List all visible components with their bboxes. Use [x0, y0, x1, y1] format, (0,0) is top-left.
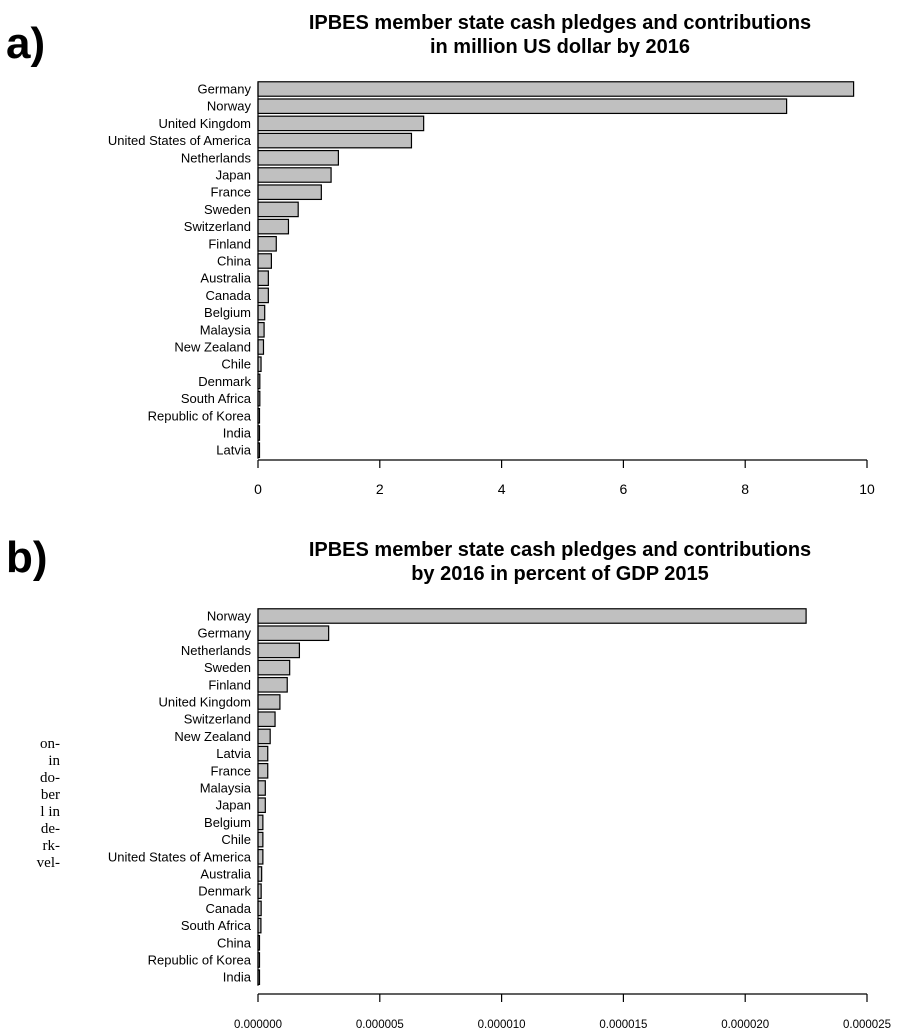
bar-malaysia — [257, 780, 266, 796]
category-label: Japan — [216, 168, 251, 183]
category-label: United Kingdom — [159, 116, 252, 131]
category-label: Germany — [198, 626, 252, 641]
panel-label-b: b) — [6, 533, 48, 582]
bar-germany — [257, 625, 330, 642]
truncated-body-text: on- in do- ber l in de- rk- vel- — [0, 736, 60, 872]
category-label: Denmark — [198, 884, 251, 899]
chart-a-title: IPBES member state cash pledges and cont… — [210, 11, 909, 59]
category-label: New Zealand — [174, 340, 251, 355]
x-tick-label: 10 — [859, 481, 875, 497]
side-text-line: de- — [40, 821, 60, 837]
category-label: China — [217, 254, 252, 269]
category-label: Belgium — [204, 815, 251, 830]
x-tick-label: 0.000000 — [234, 1019, 282, 1031]
category-label: Republic of Korea — [148, 953, 252, 968]
category-label: China — [217, 935, 252, 950]
chart-b-title-line1: IPBES member state cash pledges and cont… — [308, 539, 812, 561]
category-label: Australia — [200, 271, 251, 286]
bar-finland — [257, 676, 288, 693]
category-label: Netherlands — [181, 643, 252, 658]
side-text-line: on- — [40, 736, 60, 752]
x-tick-label: 0.000025 — [843, 1019, 891, 1031]
x-tick-label: 0.000015 — [599, 1019, 647, 1031]
bar-france — [257, 762, 269, 779]
bar-united-kingdom — [257, 694, 281, 710]
category-label: Australia — [200, 867, 251, 882]
category-label: Chile — [221, 357, 251, 372]
category-label: Chile — [221, 832, 251, 847]
category-label: India — [223, 970, 252, 985]
bar-new-zealand — [257, 728, 271, 745]
category-label: Norway — [207, 609, 252, 624]
category-label: Finland — [208, 236, 251, 251]
category-label: Canada — [205, 288, 251, 303]
bar-norway — [257, 608, 807, 624]
category-label: South Africa — [181, 391, 252, 406]
category-label: South Africa — [181, 918, 252, 933]
x-tick-label: 8 — [741, 481, 749, 497]
side-text-line: do- — [40, 770, 60, 786]
category-label: Belgium — [204, 305, 251, 320]
category-label: Malaysia — [200, 781, 252, 796]
bar-united-states-of-america — [257, 848, 264, 865]
chart-a-title-line1: IPBES member state cash pledges and cont… — [308, 12, 812, 34]
side-text-line: rk- — [42, 838, 61, 854]
category-label: India — [223, 426, 252, 441]
category-label: Netherlands — [181, 150, 252, 165]
category-label: Republic of Korea — [148, 408, 252, 423]
bar-latvia — [257, 745, 269, 762]
category-label: United Kingdom — [159, 695, 252, 710]
category-label: Latvia — [216, 443, 251, 458]
category-label: United States of America — [108, 849, 252, 864]
category-label: Norway — [207, 99, 252, 114]
side-text-line: ber — [40, 787, 60, 803]
category-label: New Zealand — [174, 729, 251, 744]
category-label: Latvia — [216, 746, 251, 761]
category-label: Denmark — [198, 374, 251, 389]
category-label: France — [211, 763, 251, 778]
category-label: Canada — [205, 901, 251, 916]
x-tick-label: 0.000005 — [356, 1019, 404, 1031]
bar-chile — [257, 831, 264, 848]
side-text-line: in — [48, 753, 60, 769]
x-tick-label: 0.000010 — [478, 1019, 526, 1031]
category-label: Malaysia — [200, 322, 252, 337]
category-label: Switzerland — [184, 712, 251, 727]
bar-netherlands — [257, 642, 301, 659]
bar-japan — [257, 797, 266, 814]
x-tick-label: 4 — [498, 481, 506, 497]
bar-switzerland — [257, 711, 276, 728]
category-label: Finland — [208, 677, 251, 692]
category-label: Germany — [198, 82, 252, 97]
x-tick-label: 6 — [620, 481, 628, 497]
side-text-line: vel- — [36, 855, 60, 871]
x-tick-label: 2 — [376, 481, 384, 497]
chart-b-title-line2: by 2016 in percent of GDP 2015 — [411, 563, 709, 585]
category-label: United States of America — [108, 133, 252, 148]
x-tick-label: 0.000020 — [721, 1019, 769, 1031]
panel-label-a: a) — [6, 19, 46, 68]
category-label: Switzerland — [184, 219, 251, 234]
bar-belgium — [257, 814, 264, 831]
category-label: France — [211, 185, 251, 200]
category-label: Sweden — [204, 202, 251, 217]
category-label: Japan — [216, 798, 251, 813]
chart-b-title: IPBES member state cash pledges and cont… — [210, 538, 909, 586]
chart-a-title-line2: in million US dollar by 2016 — [429, 36, 691, 58]
bar-sweden — [257, 659, 291, 676]
category-label: Sweden — [204, 660, 251, 675]
side-text-line: l in — [40, 804, 60, 820]
chart-a-plot: Germany Norway United Kingdom United States… — [108, 81, 875, 497]
x-tick-label: 0 — [254, 481, 262, 497]
